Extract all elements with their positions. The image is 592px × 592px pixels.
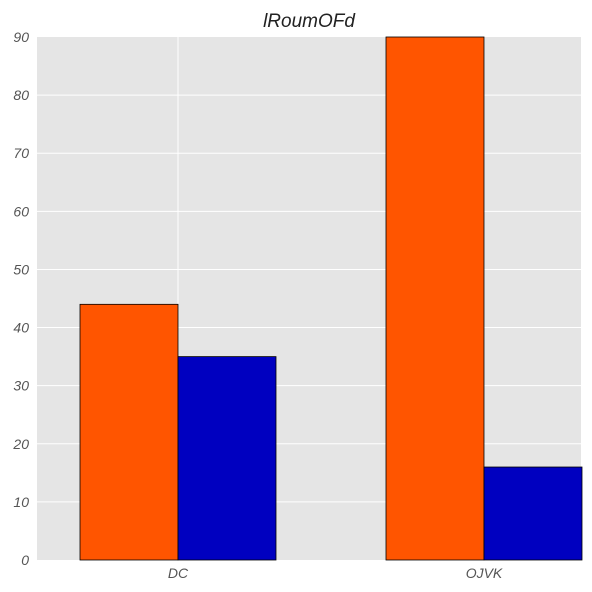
- bar-ojvk-series-2: [483, 466, 583, 561]
- y-tick-label-3: 30: [13, 378, 29, 394]
- bar-ojvk-series-1: [385, 36, 485, 561]
- y-tick-label-7: 70: [13, 145, 29, 161]
- x-axis-ticks: DC OJVK: [168, 565, 503, 581]
- y-tick-label-2: 20: [12, 436, 29, 452]
- y-tick-label-0: 0: [21, 552, 29, 568]
- y-tick-label-9: 90: [13, 29, 29, 45]
- y-tick-label-6: 60: [13, 203, 29, 219]
- y-axis-ticks: 0 10 20 30 40 50 60 70 80 90: [12, 29, 29, 568]
- chart-title: lRoumOFd: [263, 11, 356, 32]
- bar-dc-series-1: [79, 303, 179, 561]
- bar-dc-series-2: [177, 356, 277, 561]
- y-tick-label-8: 80: [13, 87, 29, 103]
- y-tick-label-4: 40: [13, 320, 29, 336]
- y-tick-label-1: 10: [13, 494, 29, 510]
- y-tick-label-5: 50: [13, 261, 29, 277]
- bars: [79, 36, 583, 561]
- x-tick-label-0: DC: [168, 565, 189, 581]
- x-tick-label-1: OJVK: [466, 565, 503, 581]
